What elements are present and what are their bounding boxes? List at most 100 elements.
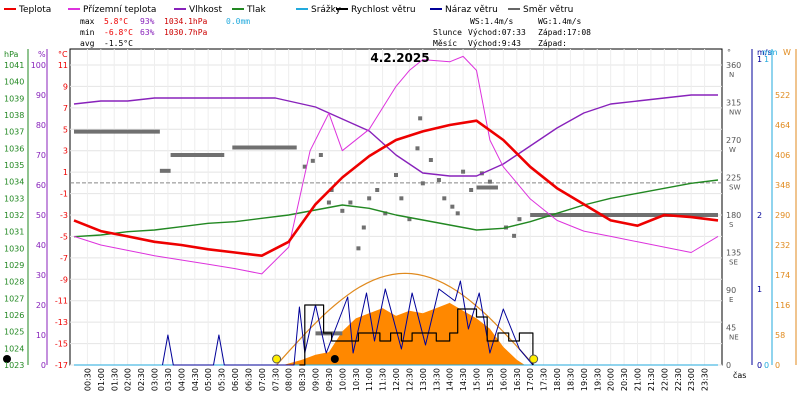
- temp-tick-label: 9: [63, 82, 68, 91]
- wind-direction-point: [302, 164, 307, 169]
- time-tick-label: 14:30: [459, 368, 468, 391]
- time-tick-label: 03:30: [164, 368, 173, 391]
- info-block: WS:1.4m/s WG:1.4m/s Slunce Východ:07:33 Zápa…: [433, 17, 591, 48]
- wind-direction-point: [340, 208, 345, 213]
- temp-tick-label: 5: [63, 125, 68, 134]
- temp-tick-label: -13: [55, 318, 68, 327]
- hpa-tick-label: 1036: [4, 144, 24, 153]
- time-tick-label: 23:00: [687, 368, 696, 391]
- sun-path-layer: [276, 272, 535, 366]
- info-sunrise: Východ:07:33: [468, 28, 526, 37]
- wind-direction-point: [461, 169, 466, 174]
- wind-speed-line: [299, 304, 534, 366]
- time-tick-label: 16:30: [513, 368, 522, 391]
- wind-direction-point: [375, 188, 380, 192]
- wm2-tick-label: 58: [775, 331, 785, 340]
- temp-tick-label: -17: [55, 361, 68, 370]
- ground-temperature-line: [73, 55, 719, 275]
- ms-tick-label: 2: [757, 211, 762, 220]
- pct-tick-label: 100: [31, 61, 46, 70]
- temp-tick-label: -15: [55, 340, 68, 349]
- time-tick-label: 15:00: [473, 368, 482, 391]
- wm2-tick-label: 464: [775, 121, 790, 130]
- hpa-tick-label: 1023: [4, 361, 24, 370]
- ms-tick-label: 0: [757, 361, 762, 370]
- header: 4.2.2025: [370, 51, 429, 65]
- dir-tick-sublabel: NW: [729, 109, 741, 117]
- info-sunset: Západ:17:08: [538, 28, 591, 37]
- wm2-tick-label: 290: [775, 211, 790, 220]
- time-tick-label: 14:00: [446, 368, 455, 391]
- temp-tick-label: -5: [60, 232, 68, 241]
- time-tick-label: 10:30: [352, 368, 361, 391]
- hpa-tick-label: 1032: [4, 211, 24, 220]
- stats-temperature: 5.8°C: [104, 17, 128, 26]
- dir-tick-label: 225: [726, 174, 741, 183]
- info-moon-label: Měsíc: [433, 39, 457, 48]
- hpa-tick-label: 1038: [4, 111, 24, 120]
- time-tick-label: 01:30: [110, 368, 119, 391]
- dir-tick-sublabel: NE: [729, 334, 739, 342]
- time-tick-label: 19:00: [580, 368, 589, 391]
- time-tick-label: 05:00: [204, 368, 213, 391]
- legend-label: Teplota: [18, 5, 51, 15]
- dir-tick-sublabel: SW: [729, 184, 740, 192]
- wind-direction-point: [356, 246, 361, 251]
- wind-direction-point: [442, 196, 447, 201]
- time-tick-label: 02:00: [124, 368, 133, 391]
- dir-tick-label: 0: [726, 361, 731, 370]
- pressure-line: [73, 179, 719, 238]
- wm2-tick-label: 174: [775, 271, 790, 280]
- grid: [70, 49, 722, 366]
- legend-label: Směr větru: [523, 5, 573, 15]
- wind-direction-point: [420, 181, 425, 186]
- info-sun-label: Slunce: [433, 28, 462, 37]
- temp-tick-label: -11: [55, 297, 68, 306]
- pct-tick-label: 80: [36, 121, 46, 130]
- time-tick-label: 07:00: [258, 368, 267, 391]
- hpa-tick-label: 1037: [4, 128, 24, 137]
- temp-tick-label: -7: [60, 254, 68, 263]
- time-tick-label: 20:00: [607, 368, 616, 391]
- time-tick-label: 03:00: [151, 368, 160, 391]
- time-tick-label: 12:00: [392, 368, 401, 391]
- legend: Teplota Přízemní teplota Vlhkost Tlak Srážky…: [4, 5, 573, 15]
- dir-tick-label: 90: [726, 286, 736, 295]
- temp-tick-label: 11: [58, 61, 68, 70]
- hpa-tick-label: 1040: [4, 78, 24, 87]
- hpa-tick-label: 1031: [4, 228, 24, 237]
- sun-path-arc: [276, 272, 535, 366]
- stats-humidity: 63%: [140, 28, 155, 37]
- stats-row-label: max: [80, 17, 95, 26]
- wm2-tick-label: 406: [775, 151, 790, 160]
- pct-axis-title: %: [38, 50, 46, 59]
- hpa-tick-label: 1026: [4, 311, 24, 320]
- dir-tick-sublabel: W: [729, 146, 736, 154]
- wind-direction-point: [455, 211, 460, 216]
- hpa-axis-title: hPa: [4, 50, 19, 59]
- legend-label: Náraz větru: [445, 5, 498, 15]
- moonrise-marker: [330, 355, 339, 363]
- dir-tick-sublabel: E: [729, 296, 733, 304]
- time-axis-title: čas: [733, 370, 746, 380]
- legend-label: Vlhkost: [189, 5, 222, 15]
- wind-direction-point: [367, 196, 372, 201]
- time-tick-label: 04:00: [177, 368, 186, 391]
- temperature-line: [73, 119, 719, 257]
- wind-direction-point: [450, 204, 455, 209]
- time-tick-label: 09:00: [312, 368, 321, 391]
- pct-tick-label: 50: [36, 211, 46, 220]
- mm-axis-title: mm: [762, 48, 778, 57]
- time-tick-label: 20:30: [620, 368, 629, 391]
- temp-tick-label: -9: [60, 275, 68, 284]
- stats-row-label: avg: [80, 39, 95, 48]
- wm2-axis-title: W: [783, 48, 791, 57]
- time-tick-label: 19:30: [593, 368, 602, 391]
- wind-direction-point: [383, 211, 388, 216]
- dir-tick-label: 315: [726, 99, 741, 108]
- pct-tick-label: 40: [36, 241, 46, 250]
- wind-gust-line: [162, 280, 534, 366]
- time-tick-label: 13:30: [432, 368, 441, 391]
